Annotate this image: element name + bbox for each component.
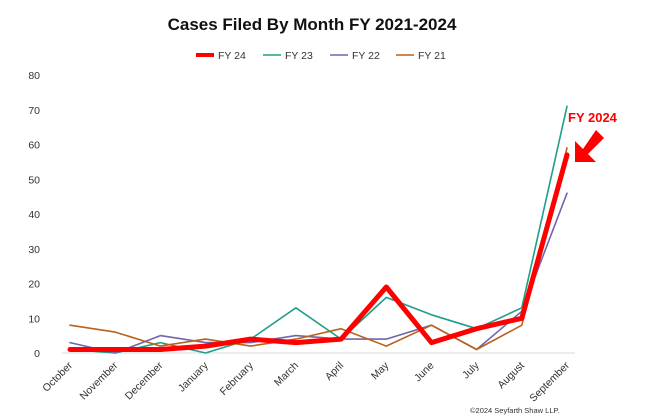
x-tick-label: April (323, 360, 346, 383)
y-tick-label: 30 (28, 244, 40, 256)
x-tick-label: December (123, 359, 166, 402)
y-tick-label: 10 (28, 313, 40, 325)
chart-title: Cases Filed By Month FY 2021-2024 (168, 15, 457, 34)
x-tick-label: November (78, 359, 121, 402)
series-group (67, 105, 570, 354)
series-line-fy-24 (67, 152, 570, 352)
chart-legend: FY 24 FY 23 FY 22 FY 21 (196, 50, 446, 62)
series-line-fy-22 (69, 192, 568, 354)
legend-label-fy-21: FY 21 (418, 50, 446, 62)
x-tick-label: June (412, 360, 437, 385)
legend-label-fy-24: FY 24 (218, 50, 246, 62)
x-tick-label: February (218, 359, 257, 398)
chart-annotation: FY 2024 (568, 110, 618, 162)
legend-label-fy-22: FY 22 (352, 50, 380, 62)
x-tick-label: August (495, 360, 527, 392)
legend-label-fy-23: FY 23 (285, 50, 313, 62)
x-tick-label: March (272, 360, 301, 389)
arrow-down-left-icon (575, 130, 604, 162)
x-tick-label: July (460, 359, 482, 381)
y-tick-label: 70 (28, 105, 40, 117)
x-axis: October November December January February Ma… (40, 352, 575, 404)
copyright-credit: ©2024 Seyfarth Shaw LLP. (470, 406, 560, 415)
y-tick-label: 20 (28, 279, 40, 291)
x-tick-label: September (527, 359, 572, 404)
x-tick-label: May (369, 359, 392, 382)
y-tick-label: 50 (28, 174, 40, 186)
y-tick-label: 40 (28, 209, 40, 221)
annotation-label: FY 2024 (568, 110, 618, 125)
x-tick-label: January (176, 359, 211, 394)
series-line-fy-21 (69, 147, 568, 351)
y-axis: 0 10 20 30 40 50 60 70 80 (28, 70, 40, 360)
series-line-fy-23 (69, 105, 568, 354)
y-tick-label: 60 (28, 140, 40, 152)
y-tick-label: 0 (34, 348, 40, 360)
y-tick-label: 80 (28, 70, 40, 82)
x-tick-label: October (40, 359, 75, 394)
